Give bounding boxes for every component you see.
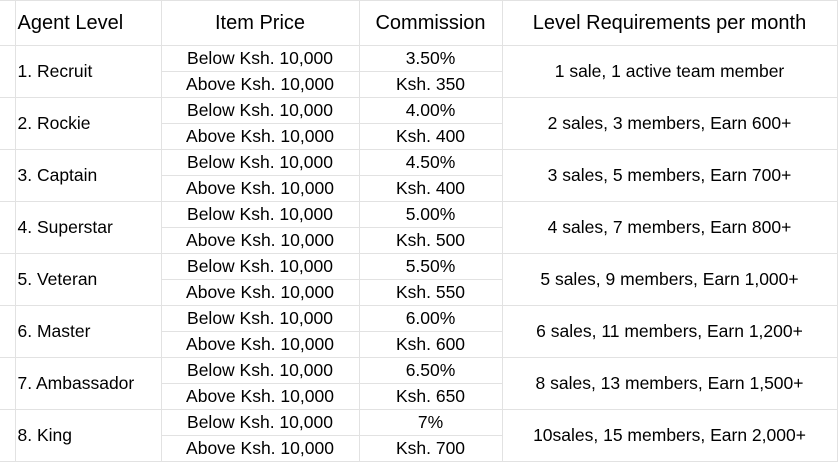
item-price-below-cell[interactable]: Below Ksh. 10,000 [160,97,360,124]
table-row: 3. Captain Below Ksh. 10,000 4.50% 3 sales,… [0,149,838,202]
item-price-below-cell[interactable]: Below Ksh. 10,000 [160,201,360,228]
table-row: Above Ksh. 10,000 Ksh. 350 [0,71,837,98]
row-gutter [0,253,16,306]
commission-below-cell[interactable]: 5.00% [358,201,503,228]
requirements-cell[interactable]: 2 sales, 3 members, Earn 600+ [501,97,838,150]
header-agent-level[interactable]: Agent Level [14,0,162,46]
commission-below-cell[interactable]: 3.50% [358,45,503,72]
table-row: 8. King Below Ksh. 10,000 7% 10sales, 15 me… [0,409,838,462]
table-row: Above Ksh. 10,000 Ksh. 600 [0,331,837,358]
row-gutter [0,409,16,462]
table-row: Above Ksh. 10,000 Ksh. 550 [0,279,837,306]
table-row: 2. Rockie Below Ksh. 10,000 4.00% 2 sales, … [0,97,838,150]
table-body: 1. Recruit Below Ksh. 10,000 3.50% 1 sale, … [0,45,838,462]
requirements-cell[interactable]: 10sales, 15 members, Earn 2,000+ [501,409,838,462]
table-row: Above Ksh. 10,000 Ksh. 400 [0,123,837,150]
requirements-cell[interactable]: 5 sales, 9 members, Earn 1,000+ [501,253,838,306]
agent-level-cell[interactable]: 4. Superstar [14,201,162,254]
header-requirements[interactable]: Level Requirements per month [501,0,838,46]
row-gutter [0,97,16,150]
item-price-above-cell[interactable]: Above Ksh. 10,000 [160,331,360,358]
agent-level-cell[interactable]: 2. Rockie [14,97,162,150]
commission-above-cell[interactable]: Ksh. 700 [358,435,503,462]
agent-level-cell[interactable]: 6. Master [14,305,162,358]
requirements-cell[interactable]: 6 sales, 11 members, Earn 1,200+ [501,305,838,358]
row-gutter [0,45,16,98]
agent-level-cell[interactable]: 8. King [14,409,162,462]
commission-below-cell[interactable]: 4.50% [358,149,503,176]
item-price-below-cell[interactable]: Below Ksh. 10,000 [160,253,360,280]
item-price-below-cell[interactable]: Below Ksh. 10,000 [160,357,360,384]
requirements-cell[interactable]: 3 sales, 5 members, Earn 700+ [501,149,838,202]
table-row: 6. Master Below Ksh. 10,000 6.00% 6 sales, … [0,305,838,358]
commission-above-cell[interactable]: Ksh. 350 [358,71,503,98]
commission-below-cell[interactable]: 6.00% [358,305,503,332]
item-price-above-cell[interactable]: Above Ksh. 10,000 [160,279,360,306]
item-price-above-cell[interactable]: Above Ksh. 10,000 [160,123,360,150]
agent-level-cell[interactable]: 7. Ambassador [14,357,162,410]
table-row: Above Ksh. 10,000 Ksh. 500 [0,227,837,254]
commission-above-cell[interactable]: Ksh. 600 [358,331,503,358]
item-price-above-cell[interactable]: Above Ksh. 10,000 [160,435,360,462]
item-price-above-cell[interactable]: Above Ksh. 10,000 [160,71,360,98]
row-gutter [0,0,16,46]
commission-below-cell[interactable]: 6.50% [358,357,503,384]
table-row: Above Ksh. 10,000 Ksh. 400 [0,175,837,202]
agent-level-cell[interactable]: 5. Veteran [14,253,162,306]
commission-below-cell[interactable]: 5.50% [358,253,503,280]
table-row: Above Ksh. 10,000 Ksh. 650 [0,383,837,410]
commission-below-cell[interactable]: 7% [358,409,503,436]
row-gutter [0,149,16,202]
row-gutter [0,201,16,254]
table-row: 4. Superstar Below Ksh. 10,000 5.00% 4 sale… [0,201,838,254]
row-gutter [0,357,16,410]
row-gutter [0,305,16,358]
header-commission[interactable]: Commission [358,0,503,46]
item-price-below-cell[interactable]: Below Ksh. 10,000 [160,45,360,72]
item-price-below-cell[interactable]: Below Ksh. 10,000 [160,305,360,332]
table-row: 7. Ambassador Below Ksh. 10,000 6.50% 8 sal… [0,357,838,410]
commission-above-cell[interactable]: Ksh. 650 [358,383,503,410]
item-price-below-cell[interactable]: Below Ksh. 10,000 [160,409,360,436]
agent-level-cell[interactable]: 3. Captain [14,149,162,202]
item-price-below-cell[interactable]: Below Ksh. 10,000 [160,149,360,176]
commission-above-cell[interactable]: Ksh. 400 [358,123,503,150]
commission-above-cell[interactable]: Ksh. 400 [358,175,503,202]
requirements-cell[interactable]: 8 sales, 13 members, Earn 1,500+ [501,357,838,410]
item-price-above-cell[interactable]: Above Ksh. 10,000 [160,227,360,254]
requirements-cell[interactable]: 4 sales, 7 members, Earn 800+ [501,201,838,254]
commission-table: Agent Level Item Price Commission Level … [0,0,838,462]
header-item-price[interactable]: Item Price [160,0,360,46]
item-price-above-cell[interactable]: Above Ksh. 10,000 [160,175,360,202]
table-row: Above Ksh. 10,000 Ksh. 700 [0,435,837,462]
commission-above-cell[interactable]: Ksh. 500 [358,227,503,254]
table-row: 1. Recruit Below Ksh. 10,000 3.50% 1 sale, … [0,45,838,98]
commission-below-cell[interactable]: 4.00% [358,97,503,124]
table-row: 5. Veteran Below Ksh. 10,000 5.50% 5 sales,… [0,253,838,306]
agent-level-cell[interactable]: 1. Recruit [14,45,162,98]
commission-above-cell[interactable]: Ksh. 550 [358,279,503,306]
item-price-above-cell[interactable]: Above Ksh. 10,000 [160,383,360,410]
requirements-cell[interactable]: 1 sale, 1 active team member [501,45,838,98]
header-row: Agent Level Item Price Commission Level … [0,0,838,46]
